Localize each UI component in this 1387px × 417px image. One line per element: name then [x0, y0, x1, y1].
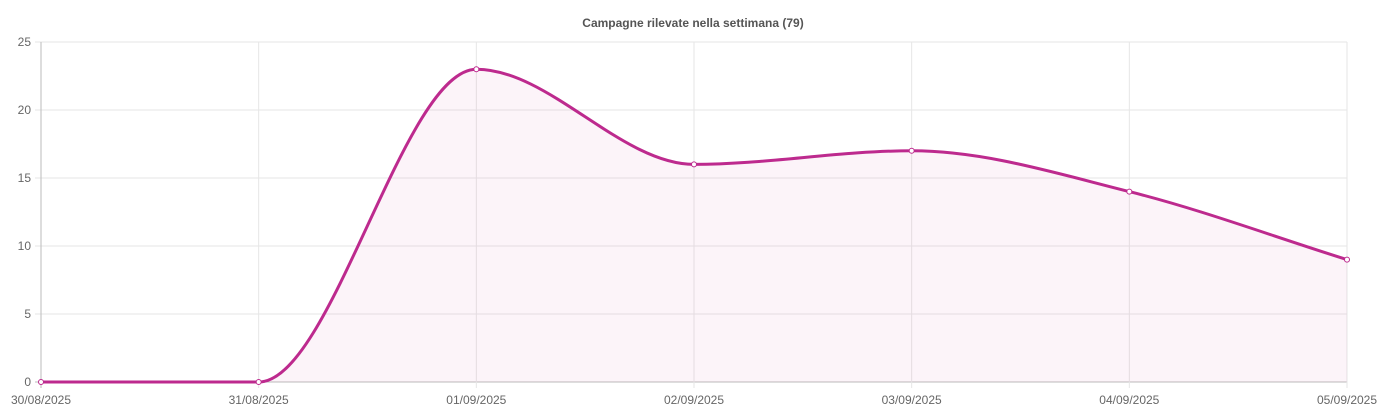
data-point[interactable] — [691, 161, 697, 168]
x-tick-label: 01/09/2025 — [446, 393, 506, 407]
y-tick-label: 20 — [18, 103, 32, 117]
gridlines — [35, 41, 1348, 388]
x-tick-label: 31/08/2025 — [229, 393, 289, 407]
data-points — [38, 66, 1350, 385]
x-tick-label: 05/09/2025 — [1317, 393, 1377, 407]
data-point[interactable] — [1126, 188, 1133, 195]
y-tick-label: 5 — [24, 307, 31, 321]
x-tick-label: 04/09/2025 — [1099, 393, 1159, 407]
x-tick-label: 02/09/2025 — [664, 393, 724, 407]
x-tick-label: 30/08/2025 — [11, 393, 71, 407]
series-area — [41, 69, 1347, 382]
y-axis-ticks: 0 5 10 15 20 25 — [18, 35, 32, 389]
data-point[interactable] — [908, 147, 915, 154]
y-tick-label: 25 — [18, 35, 32, 49]
data-point[interactable] — [473, 66, 480, 73]
x-axis-ticks: 30/08/2025 31/08/2025 01/09/2025 02/09/2025… — [11, 393, 1377, 407]
data-point[interactable] — [255, 379, 262, 385]
y-tick-label: 15 — [18, 171, 32, 185]
data-point[interactable] — [38, 379, 44, 385]
area-fill-layer — [41, 69, 1347, 382]
y-tick-label: 0 — [24, 375, 31, 389]
chart-title: Campagne rilevate nella settimana (79) — [582, 16, 803, 30]
data-point[interactable] — [1344, 256, 1350, 263]
x-tick-label: 03/09/2025 — [882, 393, 942, 407]
y-tick-label: 10 — [18, 239, 32, 253]
